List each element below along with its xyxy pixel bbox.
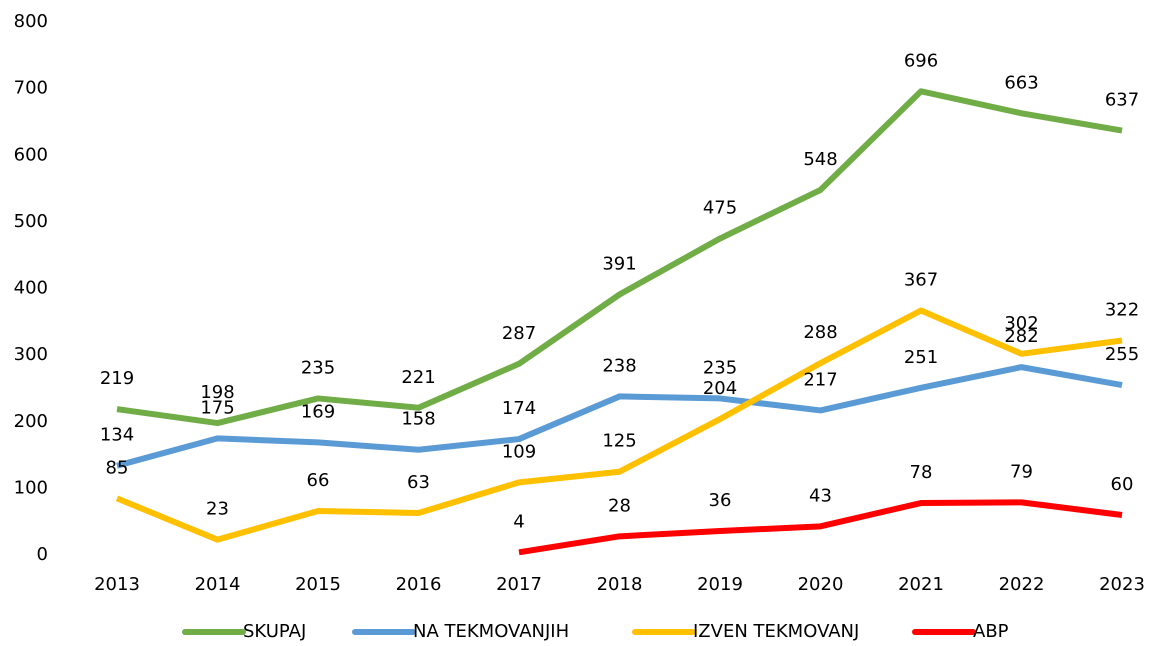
- series-line: [518, 499, 1123, 556]
- y-tick-label: 100: [14, 477, 48, 498]
- data-label: 287: [502, 323, 536, 344]
- data-label: 302: [1004, 313, 1038, 334]
- data-label: 251: [904, 347, 938, 368]
- data-label: 322: [1105, 299, 1139, 320]
- x-tick-label: 2017: [496, 574, 542, 595]
- data-label: 367: [904, 269, 938, 290]
- x-tick-label: 2020: [798, 574, 844, 595]
- data-label: 175: [200, 397, 234, 418]
- legend-label: IZVEN TEKMOVANJ: [693, 621, 859, 642]
- data-label: 548: [803, 149, 837, 170]
- data-label: 238: [602, 355, 636, 376]
- x-tick-label: 2015: [295, 574, 341, 595]
- data-label: 63: [407, 472, 430, 493]
- x-tick-label: 2023: [1099, 574, 1145, 595]
- data-label: 221: [401, 367, 435, 388]
- data-label: 235: [301, 357, 335, 378]
- legend-label: ABP: [973, 621, 1009, 642]
- y-tick-label: 600: [14, 144, 48, 165]
- data-label: 85: [106, 457, 129, 478]
- data-label: 158: [401, 409, 435, 430]
- x-tick-label: 2014: [195, 574, 241, 595]
- data-label: 66: [307, 470, 330, 491]
- y-tick-label: 400: [14, 278, 48, 299]
- y-tick-label: 300: [14, 344, 48, 365]
- series-line: [115, 307, 1123, 543]
- y-tick-label: 0: [37, 544, 48, 565]
- data-label: 637: [1105, 90, 1139, 111]
- data-label: 217: [803, 369, 837, 390]
- data-label: 198: [200, 382, 234, 403]
- series-line: [116, 88, 1123, 427]
- data-label: 204: [703, 378, 737, 399]
- data-label: 255: [1105, 344, 1139, 365]
- data-label: 663: [1004, 72, 1038, 93]
- x-tick-label: 2019: [697, 574, 743, 595]
- x-tick-label: 2018: [597, 574, 643, 595]
- x-tick-label: 2013: [94, 574, 140, 595]
- data-label: 36: [709, 490, 732, 511]
- data-label: 282: [1004, 326, 1038, 347]
- data-label: 78: [910, 462, 933, 483]
- y-tick-label: 700: [14, 78, 48, 99]
- data-label: 169: [301, 401, 335, 422]
- data-label: 28: [608, 495, 631, 516]
- x-tick-label: 2021: [898, 574, 944, 595]
- data-label: 134: [100, 425, 134, 446]
- data-label: 391: [602, 253, 636, 274]
- data-label: 109: [502, 441, 536, 462]
- legend-label: SKUPAJ: [243, 621, 306, 642]
- y-tick-label: 200: [14, 411, 48, 432]
- x-tick-label: 2016: [396, 574, 442, 595]
- x-tick-label: 2022: [999, 574, 1045, 595]
- y-tick-label: 800: [14, 11, 48, 32]
- series-line: [116, 364, 1123, 469]
- data-label: 475: [703, 198, 737, 219]
- data-label: 696: [904, 50, 938, 71]
- data-label: 43: [809, 485, 832, 506]
- data-label: 125: [602, 431, 636, 452]
- data-label: 60: [1111, 474, 1134, 495]
- data-label: 23: [206, 499, 229, 520]
- data-label: 4: [513, 511, 524, 532]
- data-label: 79: [1010, 461, 1033, 482]
- y-tick-label: 500: [14, 211, 48, 232]
- data-label: 174: [502, 398, 536, 419]
- data-label: 219: [100, 368, 134, 389]
- data-label: 235: [703, 357, 737, 378]
- legend-label: NA TEKMOVANJIH: [413, 621, 569, 642]
- data-label: 288: [803, 322, 837, 343]
